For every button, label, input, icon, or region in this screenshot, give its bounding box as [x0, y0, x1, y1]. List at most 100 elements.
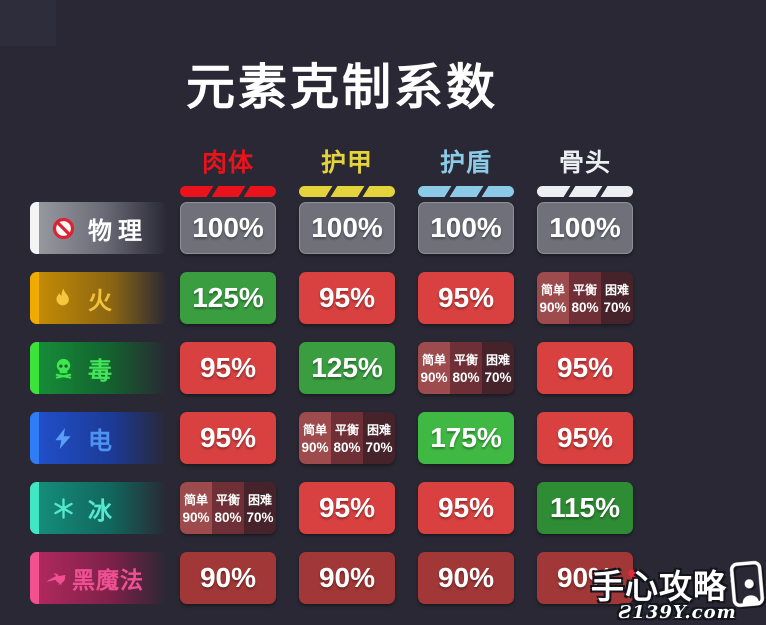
- lightning-icon: [52, 427, 75, 450]
- matrix-cell-fire-flesh: 125%: [180, 272, 276, 324]
- heart-icon: ♥: [627, 560, 644, 591]
- difficulty-value: 70%: [365, 440, 393, 455]
- matrix-cell-physical-shield: 100%: [418, 202, 514, 254]
- matrix-cell-fire-armor: 95%: [299, 272, 395, 324]
- difficulty-value: 90%: [539, 300, 567, 315]
- element-chip-poison: 毒: [30, 342, 167, 394]
- column-header-shield: 护盾: [418, 143, 514, 197]
- matrix-cell-poison-bone: 95%: [537, 342, 633, 394]
- phone-icon: [728, 560, 766, 609]
- difficulty-label: 平衡: [334, 423, 359, 437]
- watermark-top-row: ♥ 手心攻略: [591, 560, 766, 609]
- matrix-cell-fire-bone-difficulty: 简单 90% 平衡 80% 困难 70%: [537, 272, 633, 324]
- watermark-brand: 手心攻略: [591, 568, 727, 605]
- matrix-cell-electric-bone: 95%: [537, 412, 633, 464]
- difficulty-hard: 困难 70%: [244, 482, 276, 534]
- difficulty-easy: 简单 90%: [180, 482, 212, 534]
- difficulty-balanced: 平衡 80%: [331, 412, 363, 464]
- watermark-site: Ƨ139Y.com: [618, 602, 737, 623]
- difficulty-value: 80%: [214, 510, 242, 525]
- difficulty-value: 70%: [484, 370, 512, 385]
- matrix-cell-poison-shield-difficulty: 简单 90% 平衡 80% 困难 70%: [418, 342, 514, 394]
- matrix-cell-electric-armor-difficulty: 简单 90% 平衡 80% 困难 70%: [299, 412, 395, 464]
- matrix-cell-physical-flesh: 100%: [180, 202, 276, 254]
- difficulty-label: 平衡: [572, 283, 597, 297]
- difficulty-hard: 困难 70%: [601, 272, 633, 324]
- element-chip-electric: 电: [30, 412, 167, 464]
- corner-highlight: [0, 0, 56, 46]
- difficulty-easy: 简单 90%: [537, 272, 569, 324]
- difficulty-label: 困难: [604, 283, 629, 297]
- column-header-label: 骨头: [558, 149, 611, 177]
- difficulty-value: 90%: [420, 370, 448, 385]
- matrix-cell-fire-shield: 95%: [418, 272, 514, 324]
- difficulty-value: 90%: [182, 510, 210, 525]
- difficulty-value: 70%: [246, 510, 274, 525]
- difficulty-label: 简单: [540, 283, 565, 297]
- difficulty-value: 80%: [452, 370, 480, 385]
- column-header-flesh: 肉体: [180, 143, 276, 197]
- chip-accent-stripe: [30, 272, 39, 324]
- page-title: 元素克制系数: [186, 61, 499, 115]
- column-header-label: 肉体: [201, 149, 254, 177]
- matrix-cell-poison-flesh: 95%: [180, 342, 276, 394]
- element-label: 物理: [88, 217, 148, 245]
- column-header-label: 护甲: [320, 149, 373, 177]
- matrix-cell-black-magic-shield: 90%: [418, 552, 514, 604]
- element-chip-fire: 火: [30, 272, 167, 324]
- element-label: 冰: [88, 497, 118, 525]
- matrix-cell-ice-armor: 95%: [299, 482, 395, 534]
- difficulty-value: 90%: [301, 440, 329, 455]
- column-header-armor: 护甲: [299, 143, 395, 197]
- column-underline: [180, 186, 276, 197]
- column-header-label: 护盾: [439, 149, 492, 177]
- matrix-cell-ice-flesh-difficulty: 简单 90% 平衡 80% 困难 70%: [180, 482, 276, 534]
- element-chip-black-magic: 黑魔法: [30, 552, 167, 604]
- difficulty-label: 简单: [302, 423, 327, 437]
- chip-accent-stripe: [30, 482, 39, 534]
- column-underline: [537, 186, 633, 197]
- matrix-cell-physical-armor: 100%: [299, 202, 395, 254]
- element-chip-physical: 物理: [30, 202, 167, 254]
- matrix-cell-black-magic-armor: 90%: [299, 552, 395, 604]
- matrix-cell-physical-bone: 100%: [537, 202, 633, 254]
- matrix-cell-ice-bone: 115%: [537, 482, 633, 534]
- difficulty-hard: 困难 70%: [482, 342, 514, 394]
- skull-icon: [52, 357, 75, 380]
- difficulty-label: 困难: [247, 493, 272, 507]
- difficulty-label: 困难: [366, 423, 391, 437]
- matrix-cell-ice-shield: 95%: [418, 482, 514, 534]
- element-label: 毒: [88, 357, 118, 385]
- column-underline: [418, 186, 514, 197]
- matrix-cell-electric-shield: 175%: [418, 412, 514, 464]
- element-label: 火: [88, 287, 118, 315]
- flame-icon: [52, 287, 75, 310]
- watermark: ♥ 手心攻略 Ƨ139Y.com: [591, 560, 766, 623]
- column-underline: [299, 186, 395, 197]
- snowflake-icon: [52, 497, 75, 520]
- chip-accent-stripe: [30, 342, 39, 394]
- matrix-cell-black-magic-bone: 90%: [537, 552, 633, 604]
- difficulty-easy: 简单 90%: [418, 342, 450, 394]
- difficulty-label: 平衡: [215, 493, 240, 507]
- difficulty-label: 简单: [421, 353, 446, 367]
- matrix-cell-electric-flesh: 95%: [180, 412, 276, 464]
- element-label: 黑魔法: [72, 567, 144, 593]
- difficulty-label: 简单: [183, 493, 208, 507]
- column-header-bone: 骨头: [537, 143, 633, 197]
- chip-accent-stripe: [30, 202, 39, 254]
- no-entry-icon: [52, 217, 75, 240]
- difficulty-label: 困难: [485, 353, 510, 367]
- element-chip-ice: 冰: [30, 482, 167, 534]
- chip-accent-stripe: [30, 552, 39, 604]
- difficulty-balanced: 平衡 80%: [212, 482, 244, 534]
- difficulty-value: 80%: [571, 300, 599, 315]
- matrix-cell-poison-armor: 125%: [299, 342, 395, 394]
- difficulty-value: 70%: [603, 300, 631, 315]
- matrix-cell-black-magic-flesh: 90%: [180, 552, 276, 604]
- element-label: 电: [88, 427, 118, 455]
- difficulty-hard: 困难 70%: [363, 412, 395, 464]
- difficulty-value: 80%: [333, 440, 361, 455]
- difficulty-easy: 简单 90%: [299, 412, 331, 464]
